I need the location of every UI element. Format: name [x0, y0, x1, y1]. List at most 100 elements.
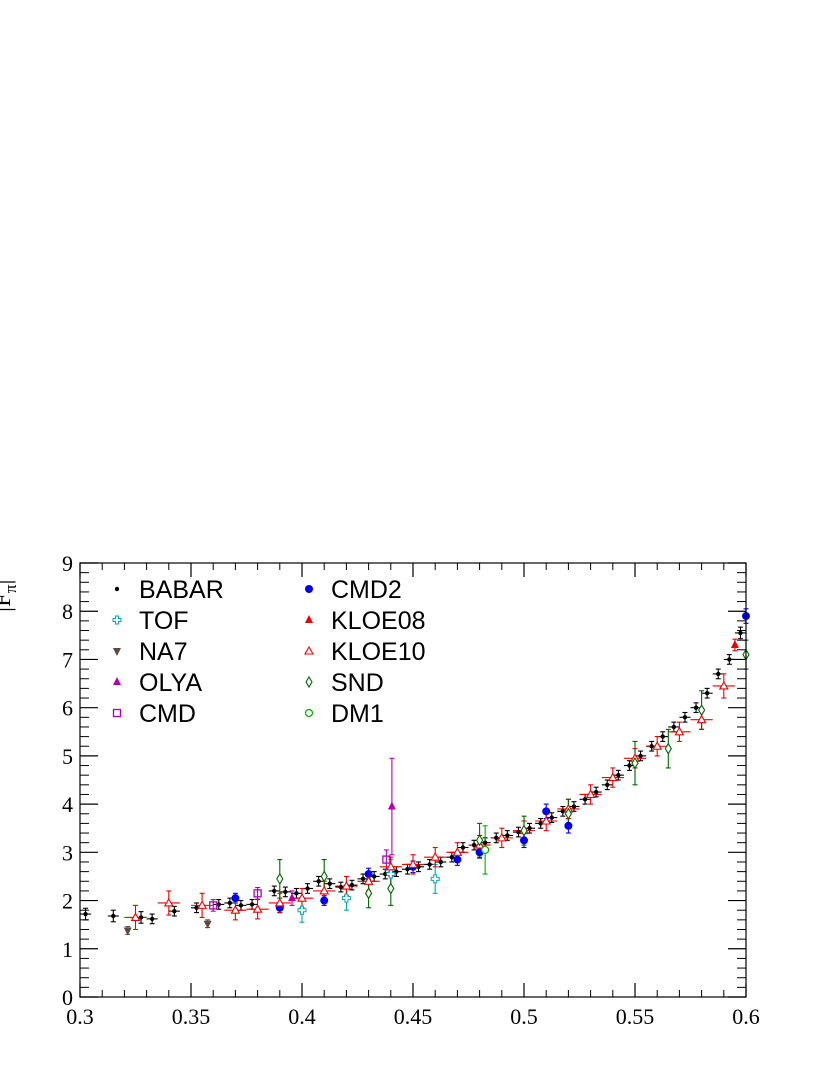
kloe10-point	[363, 876, 374, 885]
babar-point	[460, 845, 466, 850]
babar-point	[482, 840, 488, 845]
y-axis-label-sup: 2	[0, 571, 4, 580]
babar-point	[405, 867, 410, 872]
legend-marker-cmd2	[305, 585, 313, 593]
legend-label-dm1: DM1	[331, 700, 384, 728]
snd-point	[564, 807, 573, 820]
kloe10-point	[385, 861, 396, 871]
x-tick-label: 0.4	[288, 1004, 316, 1029]
babar-point	[349, 882, 355, 888]
cmd2-point	[453, 855, 462, 864]
cmd-point	[382, 855, 391, 864]
babar-point	[693, 705, 699, 710]
babar-point	[216, 902, 221, 907]
cmd2-point	[364, 870, 373, 879]
kloe10-point	[130, 912, 141, 921]
legend-entry-cmd: CMD	[112, 700, 196, 728]
snd-point	[387, 882, 395, 895]
kloe10-point	[718, 680, 729, 690]
x-tick-label: 0.5	[510, 1004, 538, 1029]
babar-point	[272, 888, 277, 894]
legend-marker-kloe08	[305, 615, 313, 623]
y-axis-label-sub: π	[1, 584, 20, 593]
babar-point	[605, 782, 610, 788]
babar-point	[716, 671, 721, 677]
legend-marker-dm1	[304, 708, 314, 718]
snd-point	[320, 870, 328, 883]
kloe10-point	[252, 904, 263, 913]
babar-point	[616, 772, 621, 778]
babar-point	[660, 734, 665, 739]
olya-point	[387, 801, 396, 810]
legend-marker-na7	[113, 648, 121, 656]
kloe10-point	[696, 714, 707, 724]
babar-point	[305, 886, 310, 891]
marker-shape	[430, 874, 440, 884]
legend: BABAR TOF NA7 OLYA CMD CMD2 KLOE08 KLOE10 SND DM1	[112, 576, 426, 728]
y-tick-label: 9	[62, 551, 73, 576]
olya-point	[288, 893, 297, 902]
x-tick-label: 0.35	[172, 1004, 211, 1029]
na7-point	[203, 920, 212, 929]
cmd2-point	[520, 836, 528, 845]
y-tick-label: 4	[62, 792, 73, 817]
tick-labels: 0.3 0.35 0.4 0.45 0.5 0.55 0.6 0 1 2 3 4 5 6 7 8 9	[62, 551, 760, 1029]
x-tick-label: 0.55	[616, 1004, 655, 1029]
legend-marker-cmd	[112, 708, 122, 718]
legend-label-snd: SND	[331, 669, 384, 697]
kloe10-point	[297, 893, 307, 902]
babar-point	[360, 876, 366, 882]
x-tick-label: 0.6	[732, 1004, 760, 1029]
babar-point	[494, 835, 499, 841]
tof-point	[430, 874, 440, 884]
cmd-point	[209, 901, 218, 910]
babar-point	[671, 724, 677, 730]
legend-label-kloe10: KLOE10	[331, 638, 426, 666]
babar-point	[371, 874, 377, 879]
babar-point	[638, 753, 643, 759]
babar-point	[83, 911, 88, 917]
snd-point	[475, 834, 484, 847]
babar-point	[249, 902, 255, 907]
kloe10-point	[408, 859, 418, 868]
legend-entry-tof: TOF	[112, 607, 189, 635]
kloe10-point	[430, 852, 441, 861]
babar-point	[549, 815, 554, 820]
legend-marker-kloe10	[304, 645, 314, 655]
kloe10-point	[674, 726, 685, 736]
legend-label-kloe08: KLOE08	[331, 607, 426, 635]
legend-label-cmd: CMD	[139, 700, 196, 728]
babar-point	[505, 833, 510, 838]
y-tick-label: 1	[62, 937, 73, 962]
y-axis-label: |Fπ|2	[0, 571, 20, 612]
kloe10-point	[607, 772, 618, 782]
legend-label-tof: TOF	[139, 607, 189, 635]
snd-point	[697, 704, 706, 717]
babar-point	[283, 889, 288, 895]
kloe10-point	[341, 880, 352, 890]
y-tick-label: 6	[62, 696, 73, 721]
kloe10-point	[496, 832, 507, 842]
legend-marker-olya	[113, 677, 121, 685]
legend-marker-snd	[305, 675, 313, 689]
kloe10-point	[585, 789, 596, 799]
dm1-point	[481, 845, 490, 855]
babar-point	[238, 903, 244, 908]
legend-entry-dm1: DM1	[304, 700, 384, 728]
y-tick-label: 5	[62, 744, 73, 769]
babar-point	[449, 854, 455, 860]
babar-point	[738, 630, 743, 636]
cmd2-point	[320, 896, 329, 905]
y-axis-label-close: |	[0, 579, 16, 584]
y-tick-label: 8	[62, 599, 73, 624]
babar-point	[571, 804, 577, 809]
babar-point	[338, 884, 344, 890]
legend-entry-olya: OLYA	[113, 669, 202, 697]
legend-marker-tof	[112, 615, 122, 625]
legend-entry-babar: BABAR	[114, 576, 224, 604]
y-tick-label: 3	[62, 840, 73, 865]
kloe10-point	[541, 815, 552, 825]
legend-entry-cmd2: CMD2	[305, 576, 402, 604]
na7-point	[123, 927, 132, 936]
